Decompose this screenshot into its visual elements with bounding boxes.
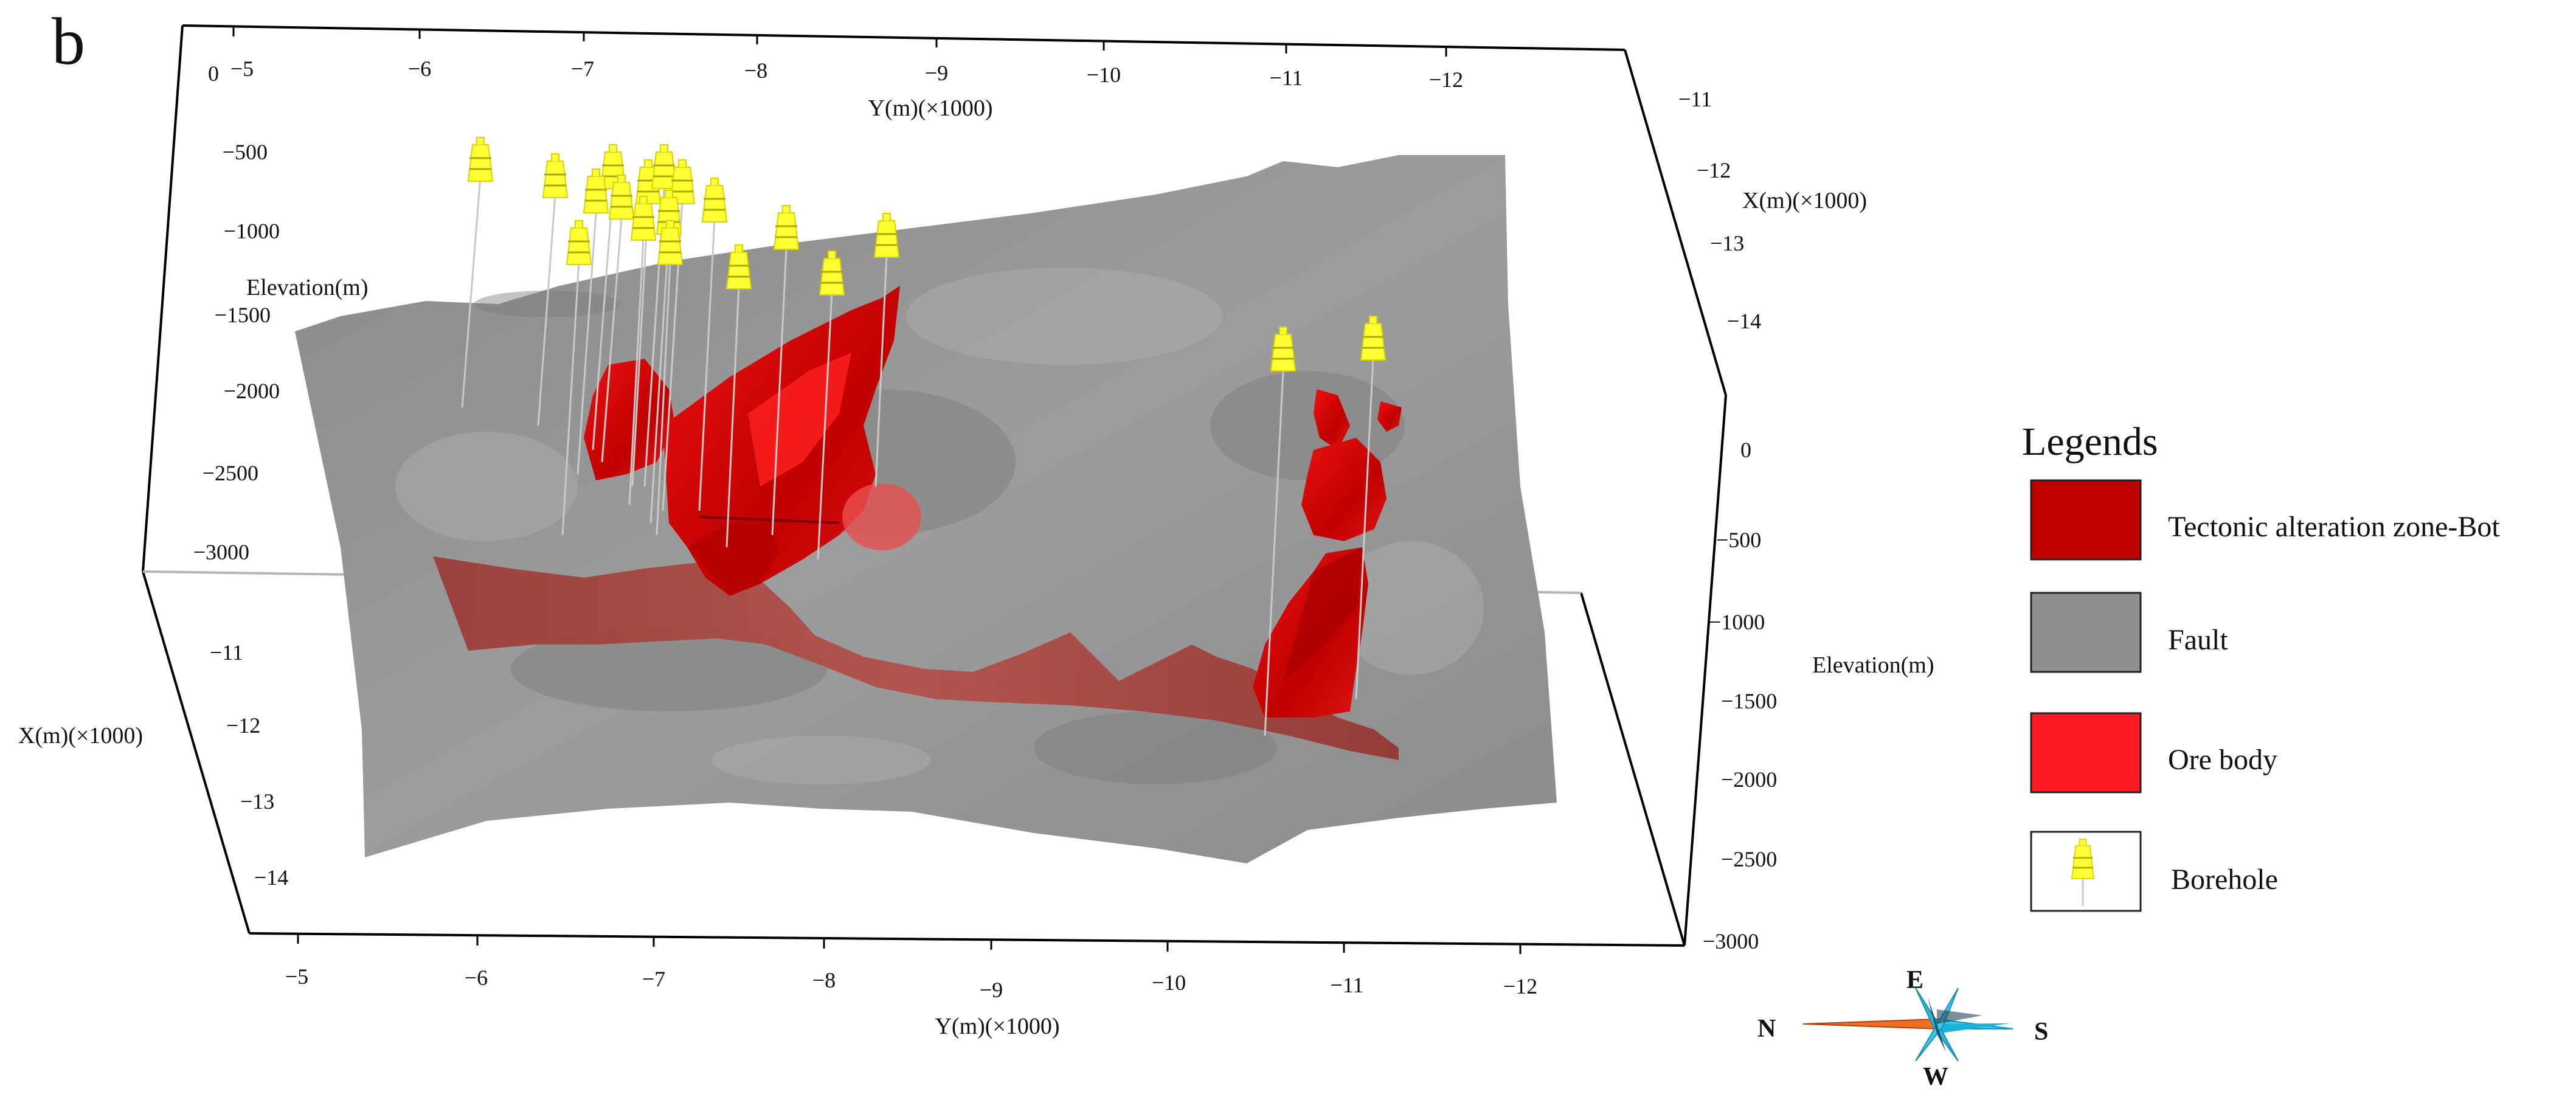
top-right-x-tick: −14 [1727,309,1761,333]
legend-label-borehole: Borehole [2171,863,2278,896]
box-top-edge [182,24,1626,51]
top-y-tick: −12 [1429,67,1463,92]
bottom-y-tick: −8 [812,968,836,992]
tick-marks [232,27,1522,954]
legend-label-fault: Fault [2168,624,2228,656]
box-right-vertical-edge [1683,395,1727,946]
top-y-tick: −10 [1087,63,1121,87]
left-x-tick: −14 [254,865,288,890]
legend-label-tectonic: Tectonic alteration zone-Bot [2168,511,2500,543]
left-x-tick: −13 [240,789,274,814]
bottom-y-tick: −10 [1152,970,1186,995]
box-right-lower-edge [1580,592,1686,946]
tectonic-alteration-zone [433,556,1399,760]
left-x-axis-title: X(m)(×1000) [18,723,143,749]
left-x-axis-ticks: −11 −12 −13 −14 [210,640,288,890]
ore-body-left [584,286,900,596]
bottom-y-tick: −6 [465,966,488,990]
top-y-tick: −6 [408,57,431,81]
compass-rose-icon: N S E W [1757,966,2048,1091]
top-y-tick: −5 [230,57,254,81]
top-y-axis-ticks: −5 −6 −7 −8 −9 −10 −11 −12 [230,57,1463,92]
left-elev-tick: −500 [223,140,268,164]
left-elev-tick: −2500 [203,461,258,485]
left-elevation-axis-ticks: 0 −500 −1000 −1500 −2000 −2500 −3000 [193,61,280,564]
top-right-x-tick: −11 [1678,87,1712,111]
box-left-lower-edge [142,571,251,934]
box-bottom-edge [249,932,1685,947]
bottom-y-axis-title: Y(m)(×1000) [935,1014,1059,1039]
right-elevation-axis-ticks: 0 −500 −1000 −1500 −2000 −2500 −3000 [1703,438,1777,953]
left-elev-tick: −1500 [215,303,271,327]
right-elev-tick: −2000 [1721,767,1777,792]
right-elev-tick: 0 [1740,438,1751,462]
legend: Legends Tectonic alteration zone-Bot Fau… [2022,420,2500,912]
panel-label: b [52,4,85,78]
bottom-y-tick: −7 [642,967,665,991]
left-elevation-title: Elevation(m) [246,275,368,300]
left-x-tick: −11 [210,640,243,665]
bottom-y-tick: −11 [1331,973,1364,997]
legend-swatch-tectonic [2030,479,2142,561]
left-x-tick: −12 [226,713,260,738]
fault-highlights [395,268,1484,784]
bottom-y-tick: −12 [1503,974,1537,998]
legend-label-ore-body: Ore body [2168,744,2277,776]
bottom-y-tick: −5 [285,964,308,989]
legend-title: Legends [2022,420,2158,464]
right-elevation-title: Elevation(m) [1812,652,1934,678]
box-left-edge [142,25,184,572]
ore-body-halo [842,483,921,550]
legend-swatch-fault [2030,592,2142,673]
top-y-tick: −11 [1270,66,1303,90]
boreholes [461,176,1374,736]
top-right-x-tick: −13 [1710,231,1744,255]
left-elev-tick: −3000 [193,540,249,564]
bounding-box [142,24,1727,947]
bottom-y-axis-ticks: −5 −6 −7 −8 −9 −10 −11 −12 [285,964,1537,1002]
bottom-y-tick: −9 [980,978,1003,1002]
compass-west: W [1923,1063,1948,1091]
right-elev-tick: −1500 [1721,689,1777,713]
compass-south: S [2034,1018,2048,1046]
top-y-tick: −7 [571,57,594,81]
compass-east: E [1906,966,1923,994]
left-elev-tick: −1000 [224,219,280,243]
right-elev-tick: −1000 [1709,610,1765,634]
right-elev-tick: −500 [1716,528,1761,552]
legend-swatch-ore-body [2030,712,2142,794]
top-y-tick: −9 [925,61,948,85]
top-y-tick: −8 [744,58,767,83]
right-elev-tick: −3000 [1703,929,1759,953]
top-right-x-axis-ticks: −11 −12 −13 −14 [1678,87,1761,333]
compass-north: N [1757,1015,1776,1043]
top-right-x-tick: −12 [1697,158,1731,182]
right-elev-tick: −2500 [1721,847,1777,871]
left-elev-tick: −2000 [224,379,280,403]
top-right-x-axis-title: X(m)(×1000) [1742,188,1867,213]
box-top-right-edge [1624,49,1727,396]
left-elev-tick: 0 [208,61,219,86]
top-y-axis-title: Y(m)(×1000) [868,95,992,121]
